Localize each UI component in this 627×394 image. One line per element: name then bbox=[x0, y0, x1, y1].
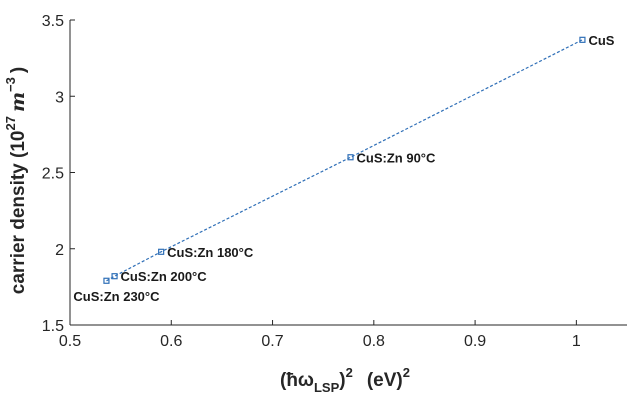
data-point-label: CuS:Zn 90°C bbox=[357, 150, 436, 165]
data-point-label: CuS:Zn 230°C bbox=[73, 289, 160, 304]
y-tick-label: 2.5 bbox=[42, 166, 64, 183]
data-point bbox=[347, 154, 354, 161]
data-point bbox=[103, 277, 110, 284]
x-tick-label: 0.5 bbox=[59, 333, 81, 350]
y-axis-label: carrier density (1027m−3) bbox=[3, 67, 29, 294]
y-axis-ticks: 1.5 2 2.5 3 3.5 bbox=[42, 13, 75, 335]
series: CuS:Zn 230°C CuS:Zn 200°C CuS:Zn 180°C CuS:… bbox=[73, 33, 614, 304]
x-tick-label: 0.8 bbox=[363, 333, 385, 350]
data-point-label: CuS bbox=[588, 33, 614, 48]
data-point bbox=[111, 273, 118, 280]
y-tick-label: 3 bbox=[55, 89, 64, 106]
x-axis-ticks: 0.5 0.6 0.7 0.8 0.9 1 bbox=[59, 320, 581, 350]
x-axis-label: (ħωLSP)2 (eV)2 bbox=[280, 365, 410, 394]
x-tick-label: 0.7 bbox=[261, 333, 283, 350]
data-point bbox=[579, 36, 586, 43]
x-tick-label: 0.9 bbox=[464, 333, 486, 350]
x-tick-label: 1 bbox=[572, 333, 581, 350]
x-tick-label: 0.6 bbox=[160, 333, 182, 350]
y-tick-label: 1.5 bbox=[42, 318, 64, 335]
y-tick-label: 3.5 bbox=[42, 13, 64, 30]
y-tick-label: 2 bbox=[55, 242, 64, 259]
data-point bbox=[158, 248, 165, 255]
data-point-label: CuS:Zn 200°C bbox=[121, 269, 208, 284]
data-point-label: CuS:Zn 180°C bbox=[167, 245, 254, 260]
